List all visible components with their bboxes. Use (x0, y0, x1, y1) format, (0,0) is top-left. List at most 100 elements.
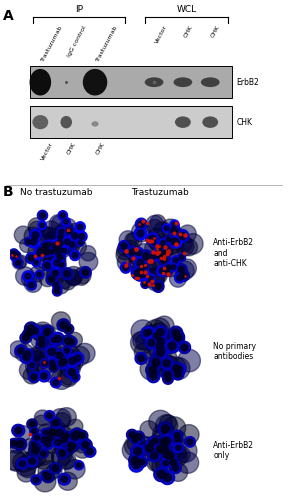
Polygon shape (15, 344, 34, 362)
Polygon shape (48, 256, 67, 274)
Polygon shape (181, 272, 187, 279)
Polygon shape (64, 220, 68, 224)
Polygon shape (45, 263, 50, 268)
Polygon shape (160, 446, 168, 454)
Polygon shape (69, 339, 75, 344)
Polygon shape (147, 233, 159, 244)
Polygon shape (19, 460, 25, 466)
Polygon shape (25, 452, 42, 468)
Polygon shape (135, 244, 152, 261)
Polygon shape (64, 433, 69, 438)
Polygon shape (165, 235, 173, 244)
Polygon shape (65, 460, 85, 479)
Polygon shape (46, 266, 62, 283)
Polygon shape (68, 419, 83, 434)
Polygon shape (41, 247, 52, 258)
Polygon shape (53, 427, 66, 439)
Polygon shape (147, 220, 163, 236)
Polygon shape (156, 355, 179, 378)
Polygon shape (32, 236, 37, 241)
Polygon shape (48, 248, 56, 256)
Polygon shape (132, 431, 145, 442)
Polygon shape (144, 268, 164, 288)
Text: CHK: CHK (210, 24, 221, 38)
Polygon shape (54, 260, 60, 266)
Polygon shape (145, 337, 157, 349)
Polygon shape (177, 275, 182, 280)
Polygon shape (42, 361, 48, 366)
Polygon shape (65, 440, 79, 452)
Text: No trastuzumab: No trastuzumab (20, 188, 92, 197)
Polygon shape (160, 438, 166, 445)
Polygon shape (58, 247, 62, 252)
Polygon shape (34, 472, 56, 492)
Polygon shape (139, 441, 159, 460)
Polygon shape (160, 256, 167, 263)
Polygon shape (129, 458, 144, 472)
Polygon shape (179, 225, 196, 242)
Polygon shape (9, 438, 19, 448)
Polygon shape (128, 246, 146, 265)
Polygon shape (76, 463, 82, 468)
Polygon shape (132, 456, 139, 464)
Polygon shape (171, 330, 185, 344)
Polygon shape (43, 336, 61, 353)
Polygon shape (27, 280, 36, 290)
Polygon shape (36, 334, 47, 344)
Polygon shape (76, 231, 87, 242)
Polygon shape (23, 438, 40, 454)
Polygon shape (149, 436, 160, 446)
Polygon shape (31, 332, 48, 348)
Polygon shape (146, 444, 153, 452)
Polygon shape (30, 427, 38, 435)
Polygon shape (68, 448, 73, 452)
Polygon shape (157, 338, 164, 345)
Polygon shape (175, 371, 181, 378)
Polygon shape (51, 369, 72, 390)
Polygon shape (140, 358, 163, 380)
Polygon shape (43, 250, 49, 255)
Polygon shape (166, 446, 187, 467)
Ellipse shape (175, 116, 191, 128)
Polygon shape (137, 272, 143, 278)
Polygon shape (175, 436, 180, 442)
Polygon shape (149, 410, 172, 433)
Polygon shape (141, 262, 149, 271)
Polygon shape (176, 236, 192, 252)
Polygon shape (151, 452, 158, 459)
Polygon shape (31, 475, 41, 485)
Polygon shape (58, 360, 65, 366)
Polygon shape (20, 361, 39, 380)
Polygon shape (5, 450, 26, 470)
Polygon shape (31, 324, 48, 340)
Polygon shape (160, 434, 181, 455)
Polygon shape (141, 280, 149, 288)
Polygon shape (29, 266, 45, 282)
Polygon shape (168, 454, 174, 459)
Polygon shape (157, 436, 169, 448)
Polygon shape (39, 449, 48, 458)
Polygon shape (137, 260, 144, 266)
Polygon shape (150, 372, 157, 380)
Polygon shape (61, 238, 77, 255)
Polygon shape (43, 336, 59, 351)
Polygon shape (164, 268, 170, 274)
Polygon shape (118, 240, 130, 252)
Polygon shape (168, 342, 176, 350)
Polygon shape (173, 363, 185, 376)
Polygon shape (120, 262, 131, 273)
Polygon shape (151, 266, 167, 283)
Polygon shape (15, 253, 19, 257)
Polygon shape (69, 346, 90, 366)
Polygon shape (152, 428, 174, 450)
Polygon shape (150, 318, 170, 338)
Polygon shape (30, 229, 41, 241)
Polygon shape (48, 430, 55, 436)
Polygon shape (18, 348, 24, 354)
Polygon shape (17, 466, 35, 482)
Polygon shape (43, 245, 49, 251)
Polygon shape (168, 224, 180, 236)
Polygon shape (36, 339, 47, 349)
Polygon shape (23, 354, 30, 361)
Polygon shape (16, 266, 34, 285)
